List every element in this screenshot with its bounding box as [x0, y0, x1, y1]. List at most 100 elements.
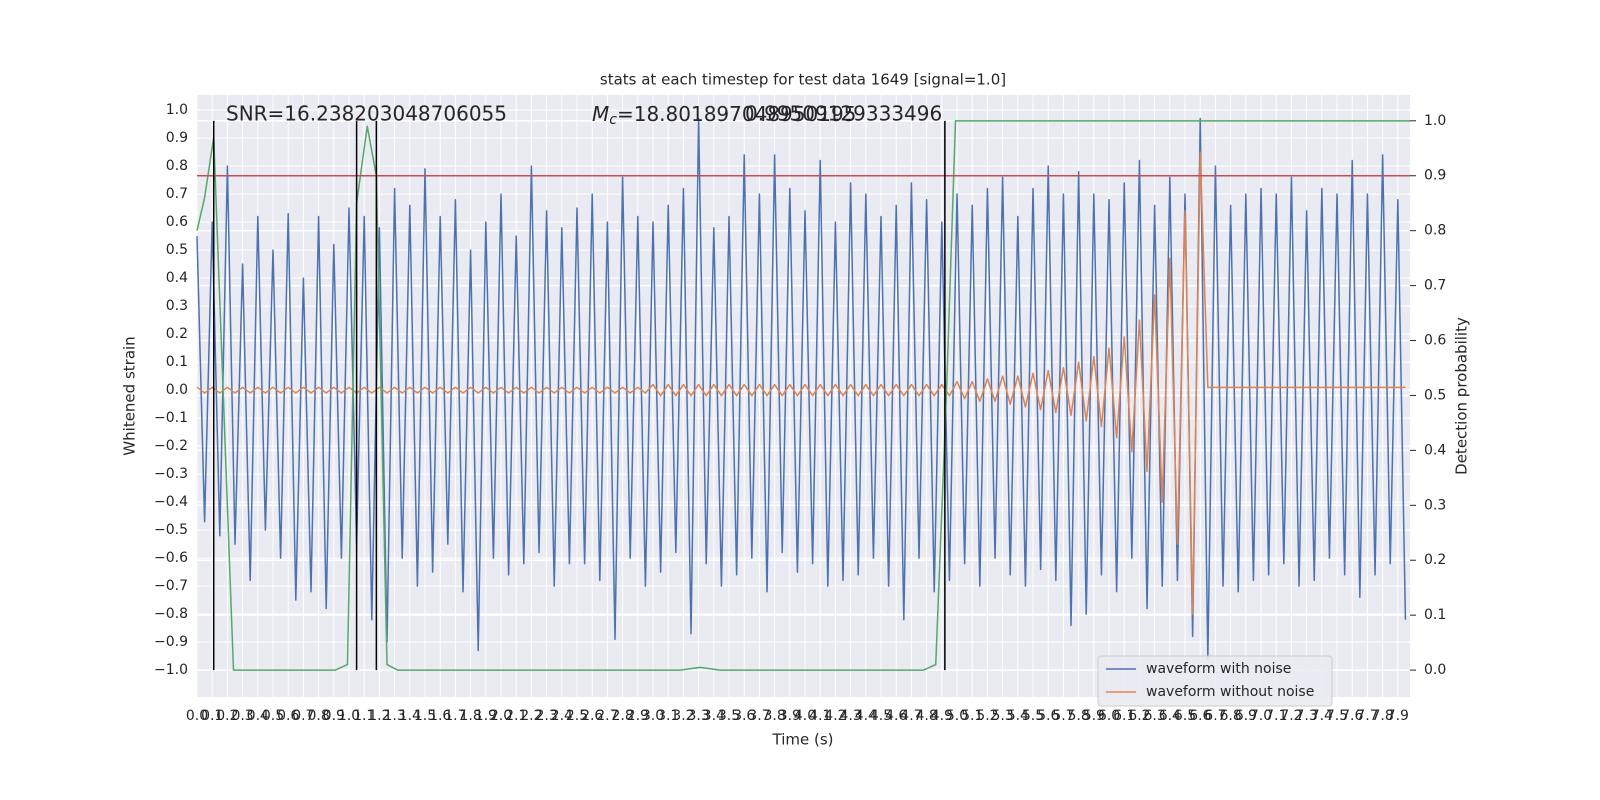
x-tick-label: 2.6 [581, 708, 603, 724]
x-tick-label: 1.3 [383, 708, 405, 724]
x-tick-label: 6.5 [1174, 708, 1196, 724]
y-tick-label: −0.3 [154, 466, 188, 482]
annotation-symbol: M [592, 102, 609, 126]
x-tick-label: 4.0 [794, 708, 816, 724]
y-tick-label: −0.4 [154, 494, 188, 510]
legend: waveform with noise waveform without noi… [1097, 655, 1333, 707]
x-tick-label: 0.9 [323, 708, 345, 724]
x-tick-label: 3.2 [672, 708, 694, 724]
x-tick-label: 1.8 [459, 708, 481, 724]
x-tick-label: 5.1 [961, 708, 983, 724]
legend-box [1097, 655, 1333, 707]
x-tick-label: 4.8 [915, 708, 937, 724]
probability-line [196, 120, 1410, 671]
y2-tick-label: 0.6 [1424, 333, 1446, 349]
y-tick-label: 0.7 [166, 186, 188, 202]
x-tick-label: 1.2 [368, 708, 390, 724]
x-tick-label: 1.7 [444, 708, 466, 724]
series-line [196, 117, 1407, 660]
x-tick-label: 0.3 [231, 708, 253, 724]
x-tick-label: 7.7 [1356, 708, 1378, 724]
x-tick-label: 6.0 [1098, 708, 1120, 724]
y-tick-label: −0.6 [154, 550, 188, 566]
y-tick-label: 0.0 [166, 382, 188, 398]
y2-tick-label: 0.3 [1424, 497, 1446, 513]
y-tick-label: 0.3 [166, 298, 188, 314]
legend-label: waveform with noise [1146, 661, 1291, 677]
x-tick-label: 0.5 [262, 708, 284, 724]
y2-tick-label: 1.0 [1424, 113, 1446, 129]
y-tick-label: 0.5 [166, 242, 188, 258]
x-tick-label: 0.6 [277, 708, 299, 724]
x-tick-label: 7.8 [1372, 708, 1394, 724]
x-tick-label: 2.8 [611, 708, 633, 724]
x-tick-label: 5.5 [1022, 708, 1044, 724]
x-tick-label: 3.3 [687, 708, 709, 724]
y2-tick-label: 0.8 [1424, 223, 1446, 239]
x-tick-label: 7.2 [1280, 708, 1302, 724]
x-tick-label: 2.5 [566, 708, 588, 724]
x-tick-label: 6.3 [1143, 708, 1165, 724]
x-tick-label: 2.3 [535, 708, 557, 724]
x-tick-label: 5.9 [1083, 708, 1105, 724]
x-tick-label: 5.2 [976, 708, 998, 724]
y-axis-label: Whitened strain [121, 336, 139, 455]
x-tick-label: 6.9 [1235, 708, 1257, 724]
x-tick-label: 3.9 [779, 708, 801, 724]
annotation: 0.99509129333496 [745, 102, 942, 126]
series-line [196, 151, 1406, 615]
x-tick-label: 3.1 [657, 708, 679, 724]
y-tick-label: 0.2 [166, 326, 188, 342]
x-tick-label: 4.1 [809, 708, 831, 724]
x-tick-label: 7.4 [1311, 708, 1333, 724]
x-tick-label: 7.1 [1265, 708, 1287, 724]
y2-tick-label: 0.7 [1424, 278, 1446, 294]
y2-tick-label: 0.0 [1424, 662, 1446, 678]
x-tick-label: 4.6 [885, 708, 907, 724]
x-tick-label: 2.7 [596, 708, 618, 724]
y-tick-label: −0.1 [154, 410, 188, 426]
x-tick-label: 2.9 [627, 708, 649, 724]
x-tick-label: 6.4 [1159, 708, 1181, 724]
y-tick-label: −0.8 [154, 606, 188, 622]
legend-label: waveform without noise [1146, 684, 1314, 700]
x-tick-label: 3.7 [748, 708, 770, 724]
x-tick-label: 7.3 [1296, 708, 1318, 724]
y2-tick-label: 0.5 [1424, 387, 1446, 403]
y-tick-label: −0.7 [154, 578, 188, 594]
x-tick-label: 4.7 [900, 708, 922, 724]
x-tick-label: 4.4 [855, 708, 877, 724]
x-tick-label: 0.4 [247, 708, 269, 724]
x-tick-label: 3.0 [642, 708, 664, 724]
x-tick-label: 5.6 [1037, 708, 1059, 724]
x-tick-label: 5.4 [1007, 708, 1029, 724]
y-tick-label: −0.9 [154, 634, 188, 650]
x-tick-label: 0.8 [307, 708, 329, 724]
x-tick-label: 1.4 [399, 708, 421, 724]
x-tick-label: 2.2 [520, 708, 542, 724]
x-tick-label: 7.9 [1387, 708, 1409, 724]
y-tick-label: 0.6 [166, 214, 188, 230]
x-tick-label: 1.9 [475, 708, 497, 724]
y2-tick-label: 0.1 [1424, 607, 1446, 623]
x-axis-label: Time (s) [772, 731, 834, 749]
x-tick-label: 6.2 [1128, 708, 1150, 724]
x-tick-label: 3.8 [763, 708, 785, 724]
x-tick-label: 7.5 [1326, 708, 1348, 724]
annotation: SNR=16.238203048706055 [226, 102, 507, 126]
x-tick-label: 0.0 [186, 708, 208, 724]
x-tick-label: 2.1 [505, 708, 527, 724]
x-tick-label: 5.3 [991, 708, 1013, 724]
x-tick-label: 6.6 [1189, 708, 1211, 724]
y-tick-label: −0.5 [154, 522, 188, 538]
annotation-subscript: c [609, 112, 617, 128]
labels: stats at each timestep for test data 164… [121, 71, 1471, 749]
x-tick-label: 6.7 [1204, 708, 1226, 724]
x-tick-label: 0.1 [201, 708, 223, 724]
x-tick-label: 6.8 [1220, 708, 1242, 724]
x-tick-label: 4.2 [824, 708, 846, 724]
x-tick-label: 1.1 [353, 708, 375, 724]
y2-tick-label: 0.9 [1424, 168, 1446, 184]
x-tick-label: 1.0 [338, 708, 360, 724]
